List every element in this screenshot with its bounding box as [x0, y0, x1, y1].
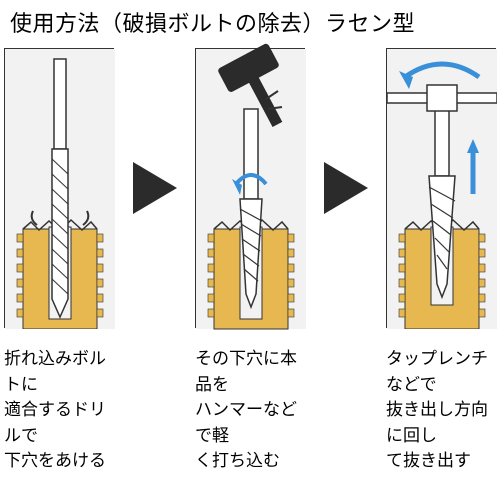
step-1-caption: 折れ込みボルトに適合するドリルで下穴をあける [4, 346, 114, 474]
step-3-panel [386, 48, 496, 328]
arrow-2 [322, 48, 370, 328]
step-3-caption: タップレンチなどで抜き出し方向に回して抜き出す [386, 346, 496, 474]
step-2-illustration [196, 49, 306, 329]
step-2-caption: その下穴に本品をハンマーなどで軽く打ち込む [195, 346, 305, 474]
step-3-illustration [387, 49, 497, 329]
step-1: 折れ込みボルトに適合するドリルで下穴をあける [4, 48, 114, 474]
step-2: その下穴に本品をハンマーなどで軽く打ち込む [195, 48, 305, 474]
step-3: タップレンチなどで抜き出し方向に回して抜き出す [386, 48, 496, 474]
step-1-illustration [5, 49, 115, 329]
arrow-1 [131, 48, 179, 328]
step-1-panel [4, 48, 114, 328]
step-2-panel [195, 48, 305, 328]
steps-row: 折れ込みボルトに適合するドリルで下穴をあける [4, 48, 496, 474]
instruction-title: 使用方法（破損ボルトの除去）ラセン型 [10, 6, 415, 38]
